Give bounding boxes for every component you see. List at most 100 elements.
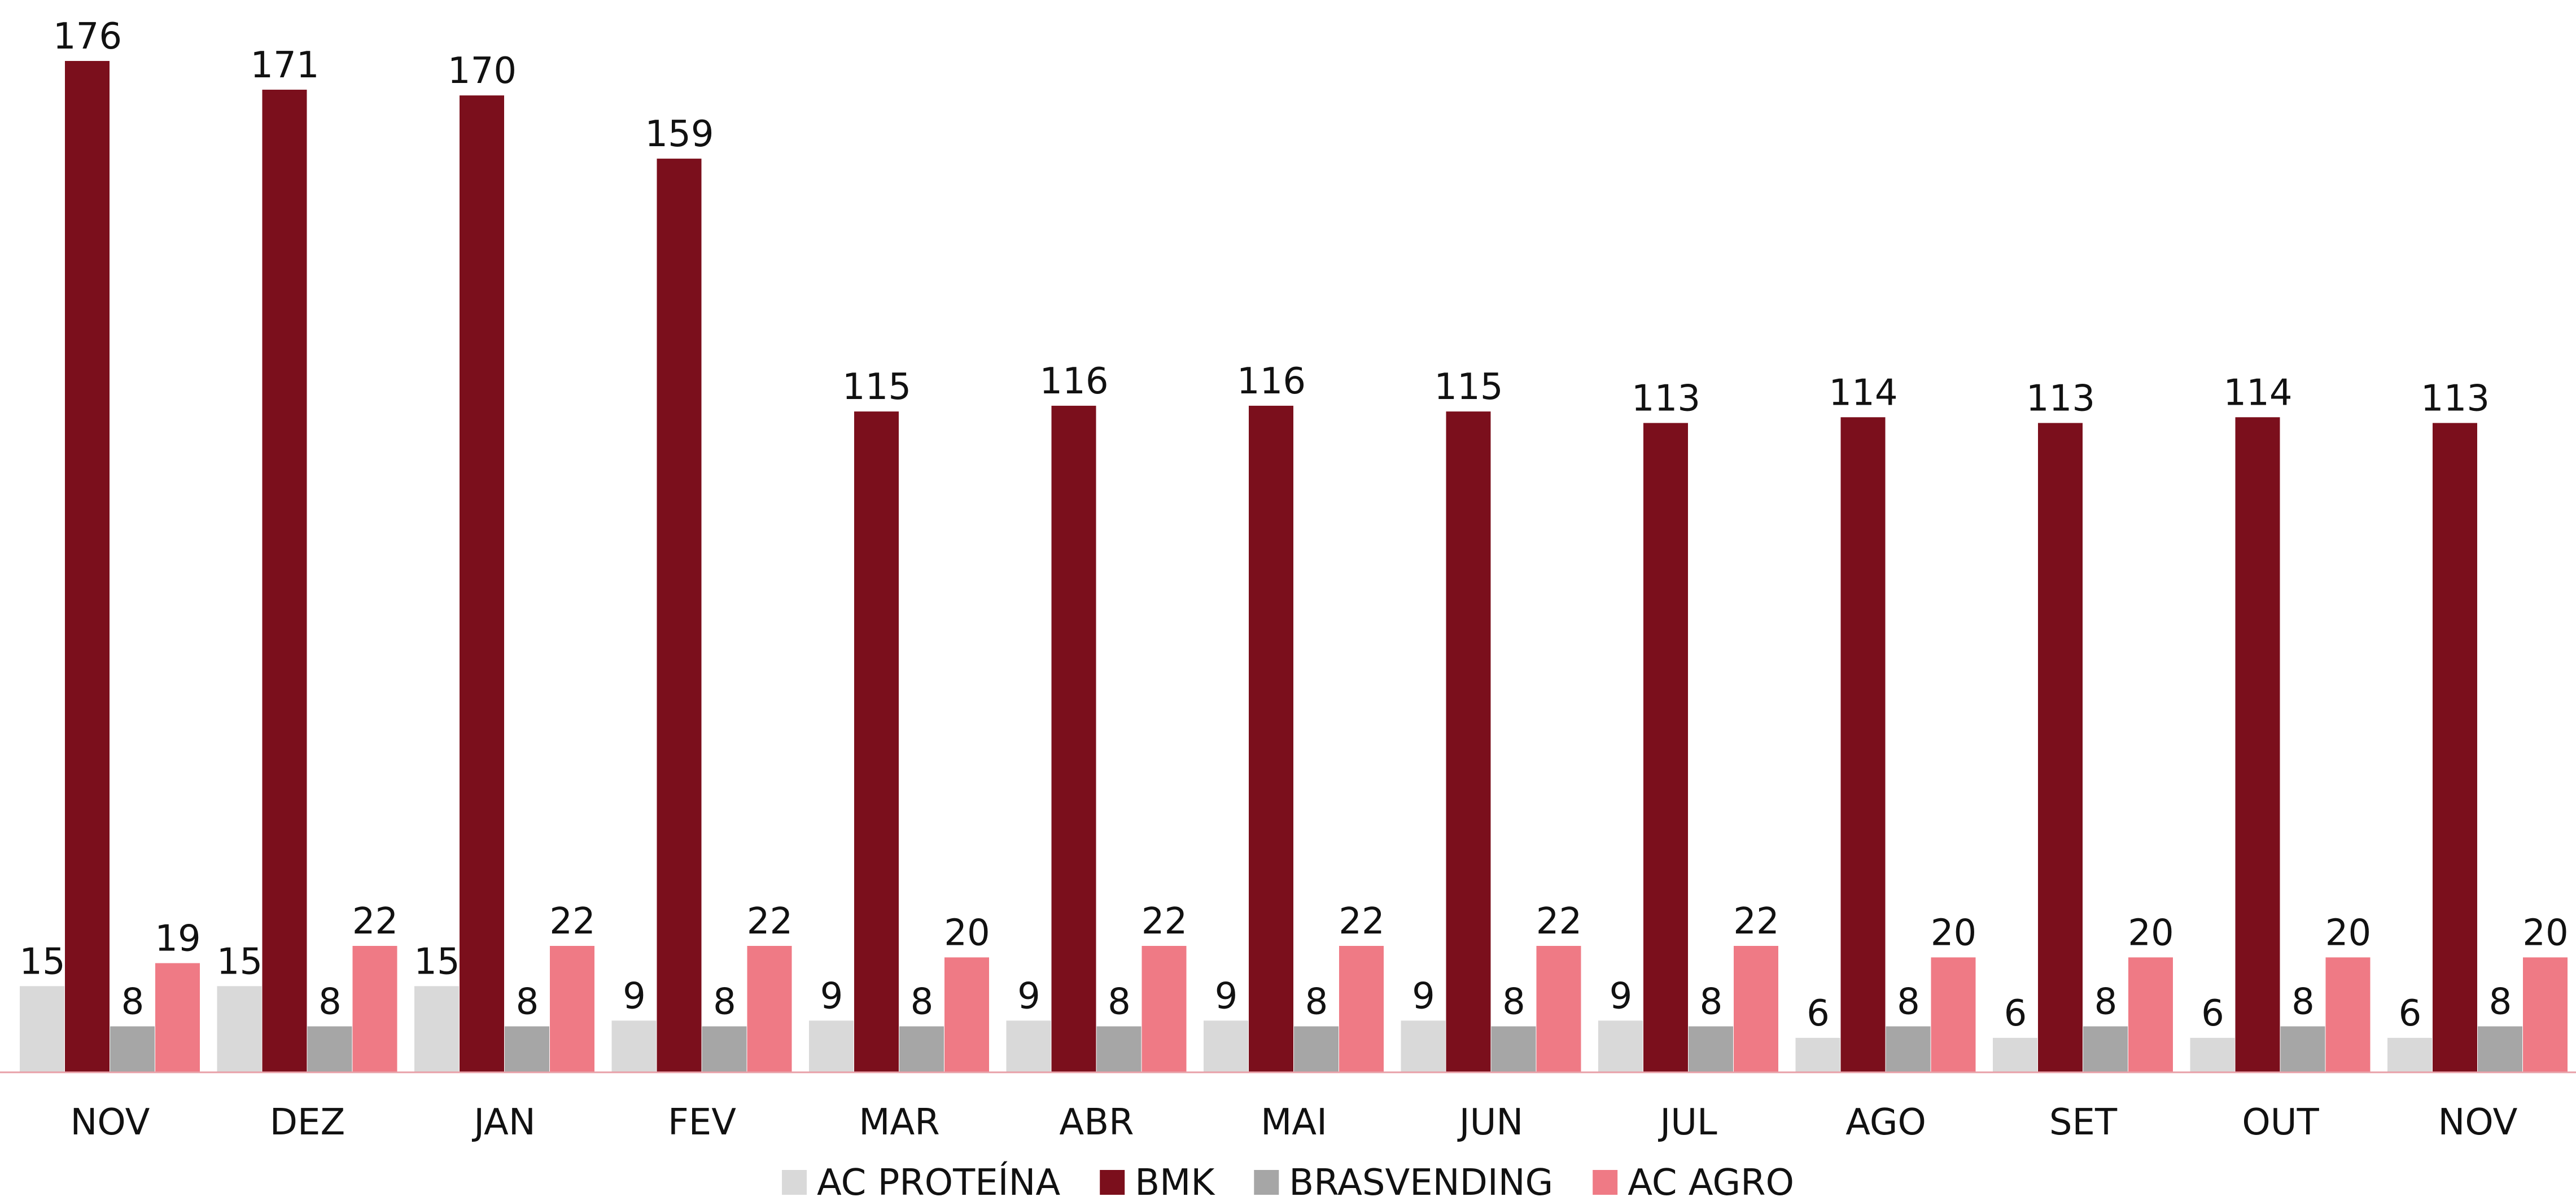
value-label: 8 bbox=[318, 981, 342, 1023]
value-label: 8 bbox=[713, 981, 736, 1023]
x-tick-label: NOV bbox=[2438, 1102, 2518, 1143]
bar bbox=[414, 986, 459, 1072]
value-label: 8 bbox=[2291, 981, 2315, 1023]
bar bbox=[505, 1026, 549, 1072]
x-tick-label: NOV bbox=[71, 1102, 150, 1143]
value-label: 115 bbox=[1434, 366, 1503, 408]
bar bbox=[1204, 1020, 1248, 1072]
value-label: 8 bbox=[1305, 981, 1328, 1023]
value-label: 20 bbox=[2128, 912, 2173, 954]
bar bbox=[262, 89, 307, 1073]
value-label: 176 bbox=[53, 16, 122, 58]
value-label: 15 bbox=[19, 941, 65, 983]
bar bbox=[352, 946, 397, 1072]
bar bbox=[1795, 1037, 1840, 1072]
bar bbox=[899, 1026, 944, 1072]
legend-swatch bbox=[1100, 1170, 1125, 1195]
bar bbox=[2083, 1026, 2128, 1072]
value-label: 8 bbox=[1502, 981, 1525, 1023]
value-label: 9 bbox=[1017, 975, 1040, 1017]
bar bbox=[1993, 1037, 2037, 1072]
value-label: 9 bbox=[1610, 975, 1633, 1017]
bar bbox=[2523, 957, 2568, 1072]
value-label: 6 bbox=[2399, 993, 2422, 1035]
value-label: 8 bbox=[1108, 981, 1131, 1023]
bar bbox=[65, 61, 110, 1072]
bar bbox=[1734, 946, 1778, 1072]
legend-swatch bbox=[782, 1170, 807, 1195]
bar bbox=[460, 95, 504, 1072]
value-label: 22 bbox=[1142, 901, 1187, 943]
value-label: 114 bbox=[1829, 372, 1897, 414]
bar bbox=[217, 986, 262, 1072]
legend-swatch bbox=[1593, 1170, 1618, 1195]
value-label: 9 bbox=[623, 975, 646, 1017]
bar bbox=[2235, 417, 2280, 1072]
bar bbox=[550, 946, 594, 1072]
bar bbox=[1096, 1026, 1142, 1072]
x-tick-label: DEZ bbox=[270, 1102, 345, 1143]
bar bbox=[1840, 417, 1886, 1072]
bar bbox=[20, 986, 64, 1072]
bar bbox=[307, 1026, 352, 1072]
bar bbox=[1249, 405, 1293, 1072]
bar bbox=[747, 946, 792, 1072]
bar bbox=[110, 1026, 155, 1072]
bar bbox=[1401, 1020, 1446, 1072]
bar bbox=[1931, 957, 1976, 1072]
bar bbox=[944, 957, 989, 1072]
legend-swatch bbox=[1254, 1170, 1279, 1195]
value-label: 170 bbox=[448, 50, 517, 92]
value-label: 159 bbox=[645, 113, 714, 155]
x-tick-label: AGO bbox=[1845, 1102, 1926, 1143]
value-label: 115 bbox=[842, 366, 911, 408]
bar bbox=[611, 1020, 657, 1072]
value-label: 8 bbox=[1897, 981, 1920, 1023]
value-label: 22 bbox=[549, 901, 595, 943]
value-label: 15 bbox=[217, 941, 263, 983]
x-tick-label: OUT bbox=[2242, 1102, 2319, 1143]
value-label: 22 bbox=[352, 901, 398, 943]
value-label: 8 bbox=[911, 981, 934, 1023]
value-label: 20 bbox=[2325, 912, 2371, 954]
value-label: 22 bbox=[747, 901, 793, 943]
bar bbox=[1006, 1020, 1051, 1072]
bar bbox=[657, 159, 702, 1072]
bar bbox=[1051, 405, 1096, 1072]
bar bbox=[1446, 411, 1491, 1073]
bar bbox=[1886, 1026, 1931, 1072]
bar bbox=[1598, 1020, 1643, 1072]
bar bbox=[1536, 946, 1581, 1072]
legend-label: BMK bbox=[1135, 1162, 1215, 1201]
value-label: 20 bbox=[2522, 912, 2568, 954]
value-label: 9 bbox=[1215, 975, 1238, 1017]
bar bbox=[2280, 1026, 2325, 1072]
value-label: 116 bbox=[1237, 361, 1306, 402]
bar bbox=[2387, 1037, 2432, 1072]
value-label: 15 bbox=[414, 941, 460, 983]
bar bbox=[155, 963, 200, 1072]
value-label: 6 bbox=[2201, 993, 2224, 1035]
value-label: 22 bbox=[1536, 901, 1582, 943]
legend-label: AC PROTEÍNA bbox=[817, 1161, 1060, 1201]
bar bbox=[1643, 423, 1688, 1072]
value-label: 113 bbox=[2026, 378, 2095, 419]
x-tick-label: MAR bbox=[859, 1102, 939, 1143]
bar bbox=[809, 1020, 854, 1072]
value-label: 8 bbox=[2094, 981, 2118, 1023]
x-tick-label: SET bbox=[2049, 1102, 2118, 1143]
value-label: 114 bbox=[2223, 372, 2292, 414]
x-tick-label: JUN bbox=[1457, 1102, 1524, 1143]
value-label: 8 bbox=[1700, 981, 1723, 1023]
bar bbox=[1689, 1026, 1733, 1072]
value-label: 113 bbox=[1632, 378, 1700, 419]
value-label: 171 bbox=[250, 45, 319, 86]
x-tick-label: FEV bbox=[668, 1102, 736, 1143]
bar bbox=[1142, 946, 1187, 1072]
x-tick-label: ABR bbox=[1059, 1102, 1134, 1143]
legend-label: AC AGRO bbox=[1628, 1162, 1794, 1201]
value-label: 8 bbox=[516, 981, 539, 1023]
bar bbox=[2038, 423, 2083, 1072]
x-tick-label: MAI bbox=[1261, 1102, 1327, 1143]
value-label: 20 bbox=[944, 912, 990, 954]
